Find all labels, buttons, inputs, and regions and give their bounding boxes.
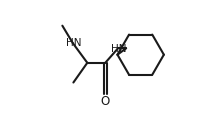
Text: O: O xyxy=(101,94,110,107)
Text: HN: HN xyxy=(111,43,126,53)
Text: HN: HN xyxy=(66,38,81,48)
